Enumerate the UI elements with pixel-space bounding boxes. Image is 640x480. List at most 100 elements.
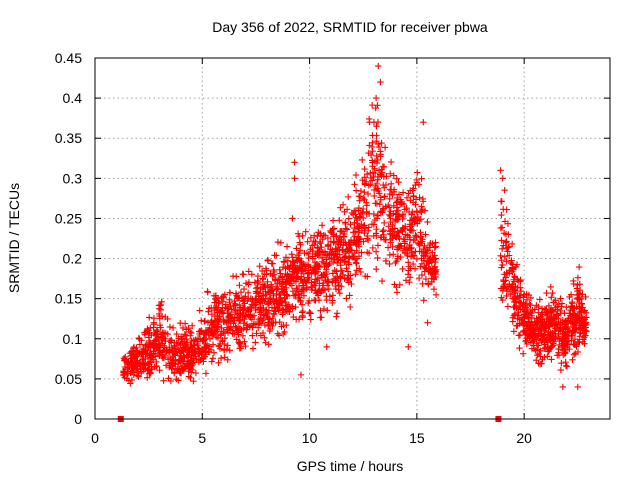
data-point (395, 179, 402, 186)
data-point (497, 252, 504, 259)
data-point (498, 237, 505, 244)
data-point (276, 318, 283, 326)
data-point (270, 292, 277, 299)
data-point (404, 247, 411, 254)
data-point (545, 302, 553, 310)
data-point (219, 336, 226, 344)
data-point (204, 288, 211, 296)
data-point (175, 346, 182, 353)
data-point (247, 312, 254, 319)
data-points (117, 62, 590, 422)
data-point (196, 328, 204, 335)
data-point (501, 218, 509, 225)
data-point (516, 344, 523, 352)
data-point (503, 258, 510, 265)
data-point (361, 225, 369, 232)
data-point (160, 377, 167, 384)
data-point (268, 304, 276, 311)
data-point (426, 257, 433, 265)
data-point (314, 233, 321, 240)
data-point (501, 271, 508, 278)
data-point (289, 215, 296, 222)
data-point (556, 335, 563, 343)
data-point (244, 289, 252, 297)
data-point (229, 327, 236, 334)
data-point (509, 314, 517, 321)
data-point (242, 342, 249, 350)
data-point (374, 254, 381, 262)
data-point (380, 236, 388, 243)
data-point (271, 298, 279, 305)
data-point (429, 271, 436, 278)
data-point (239, 312, 246, 319)
data-point (311, 258, 319, 266)
data-point (253, 295, 260, 302)
data-point (547, 283, 554, 291)
data-point (555, 327, 562, 334)
data-point (174, 339, 182, 346)
data-point (186, 328, 194, 336)
data-point (333, 310, 341, 317)
data-point (570, 277, 577, 285)
data-point (344, 275, 351, 282)
data-point (319, 282, 326, 289)
data-point (231, 330, 238, 338)
data-point (218, 324, 225, 332)
data-point (515, 278, 522, 285)
data-point (351, 219, 358, 226)
data-point (202, 370, 210, 377)
data-point (266, 321, 274, 328)
data-point (239, 270, 246, 278)
data-point (572, 325, 580, 333)
data-point (350, 207, 358, 214)
data-point (432, 270, 439, 278)
data-point (527, 325, 535, 333)
data-point (377, 194, 384, 201)
data-point (343, 226, 351, 233)
data-point (261, 270, 268, 278)
data-point (418, 203, 425, 210)
data-point (318, 258, 326, 265)
data-point (334, 279, 342, 286)
data-point (419, 206, 427, 213)
data-point (511, 310, 519, 318)
data-point (346, 292, 353, 299)
data-point (312, 297, 319, 304)
data-point (236, 311, 243, 318)
data-point (499, 261, 506, 269)
data-point (297, 371, 305, 379)
data-point (575, 263, 583, 271)
data-point (367, 151, 375, 159)
data-point (167, 354, 174, 362)
data-point (394, 197, 401, 205)
data-point (292, 278, 300, 285)
data-point (171, 345, 179, 352)
data-point (373, 215, 381, 222)
data-point (226, 347, 234, 354)
data-point (298, 301, 306, 308)
data-point (420, 245, 427, 253)
data-point (504, 248, 511, 255)
data-point (357, 235, 365, 243)
data-point (167, 377, 175, 385)
data-point (361, 189, 368, 196)
data-point (314, 275, 322, 282)
data-point (157, 302, 164, 309)
data-point (415, 274, 423, 282)
data-point (285, 301, 293, 308)
data-point (262, 339, 269, 346)
data-point (552, 334, 559, 341)
data-point (209, 341, 217, 348)
data-point (205, 343, 213, 350)
data-point (311, 266, 318, 273)
data-point (405, 259, 412, 266)
data-point (264, 278, 271, 286)
data-point (304, 274, 311, 281)
data-point (285, 273, 292, 280)
data-point (148, 331, 155, 339)
data-point (517, 288, 525, 295)
data-point (432, 291, 440, 299)
data-point (394, 229, 401, 236)
data-point (284, 292, 291, 299)
data-point (176, 357, 183, 364)
